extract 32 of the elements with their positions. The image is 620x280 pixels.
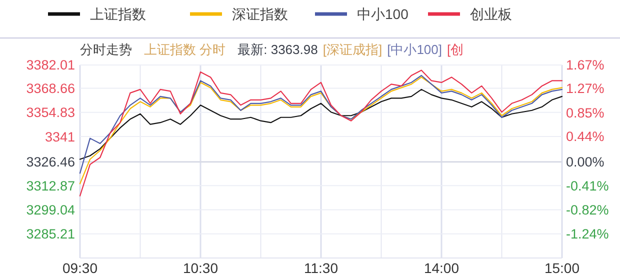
y-tick-label: 3312.87 (26, 178, 75, 194)
y2-tick-label: 0.00% (566, 154, 604, 170)
y2-tick-label: 0.44% (566, 129, 604, 144)
y-tick-label: 3368.66 (26, 81, 75, 96)
y-tick-label: 3341 (44, 129, 75, 144)
legend-label: 创业板 (470, 6, 512, 22)
x-tick-label: 09:30 (62, 260, 98, 276)
y2-tick-label: 1.27% (566, 80, 604, 96)
y2-tick-label: -0.82% (566, 202, 609, 218)
text: [深证成指] (322, 42, 382, 57)
x-tick-label: 15:00 (544, 260, 580, 276)
legend-label: 上证指数 (90, 6, 146, 22)
legend-label: 深证指数 (232, 6, 288, 22)
text: 最新: 3363.98 (238, 42, 318, 57)
chart-title: 分时走势 (80, 42, 132, 57)
y-tick-label: 3299.04 (26, 202, 76, 218)
y2-tick-label: -1.24% (566, 226, 609, 242)
text: [创 (447, 42, 464, 57)
x-tick-label: 14:00 (424, 260, 460, 276)
x-tick-label: 11:30 (304, 260, 338, 276)
y2-tick-label: 1.67% (566, 58, 604, 73)
y-tick-label: 3326.46 (26, 154, 75, 170)
y-tick-label: 3285.21 (26, 226, 75, 242)
x-tick-label: 10:30 (182, 260, 218, 276)
chart-subtitle: 上证指数 分时 (144, 42, 226, 57)
y-tick-label: 3354.83 (26, 105, 75, 120)
text: [中小100] (387, 42, 442, 57)
y2-tick-label: -0.41% (566, 178, 609, 194)
y2-tick-label: 0.85% (566, 105, 604, 120)
legend-label: 中小100 (357, 6, 409, 22)
y-tick-label: 3382.01 (26, 58, 75, 73)
line-series (79, 88, 563, 160)
